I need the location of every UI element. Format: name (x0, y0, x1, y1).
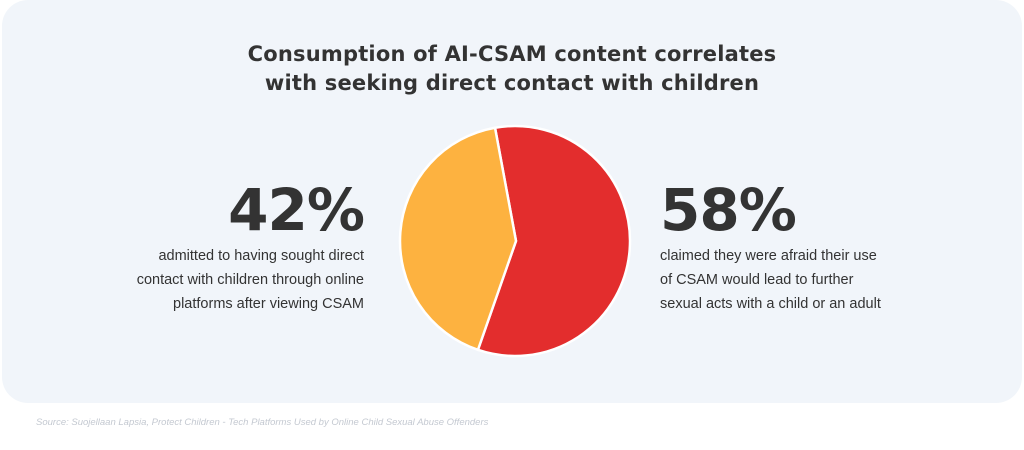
desc-line: of CSAM would lead to further (660, 272, 854, 288)
desc-line: claimed they were afraid their use (660, 248, 877, 264)
right-description: claimed they were afraid their use of CS… (660, 244, 940, 316)
left-percentage: 42% (228, 176, 365, 244)
pie-slice-42 (398, 126, 518, 352)
title-line-2: with seeking direct contact with childre… (264, 71, 760, 95)
desc-line: sexual acts with a child or an adult (660, 296, 881, 312)
source-note: Source: Suojellaan Lapsia, Protect Child… (36, 417, 489, 428)
desc-line: admitted to having sought direct (158, 248, 364, 264)
desc-line: platforms after viewing CSAM (173, 296, 364, 312)
right-percentage: 58% (660, 176, 797, 244)
pie-slice-58 (476, 124, 632, 358)
chart-title: Consumption of AI-CSAM content correlate… (0, 40, 1024, 98)
left-description: admitted to having sought direct contact… (104, 244, 364, 316)
title-line-1: Consumption of AI-CSAM content correlate… (247, 42, 777, 66)
desc-line: contact with children through online (136, 272, 364, 288)
